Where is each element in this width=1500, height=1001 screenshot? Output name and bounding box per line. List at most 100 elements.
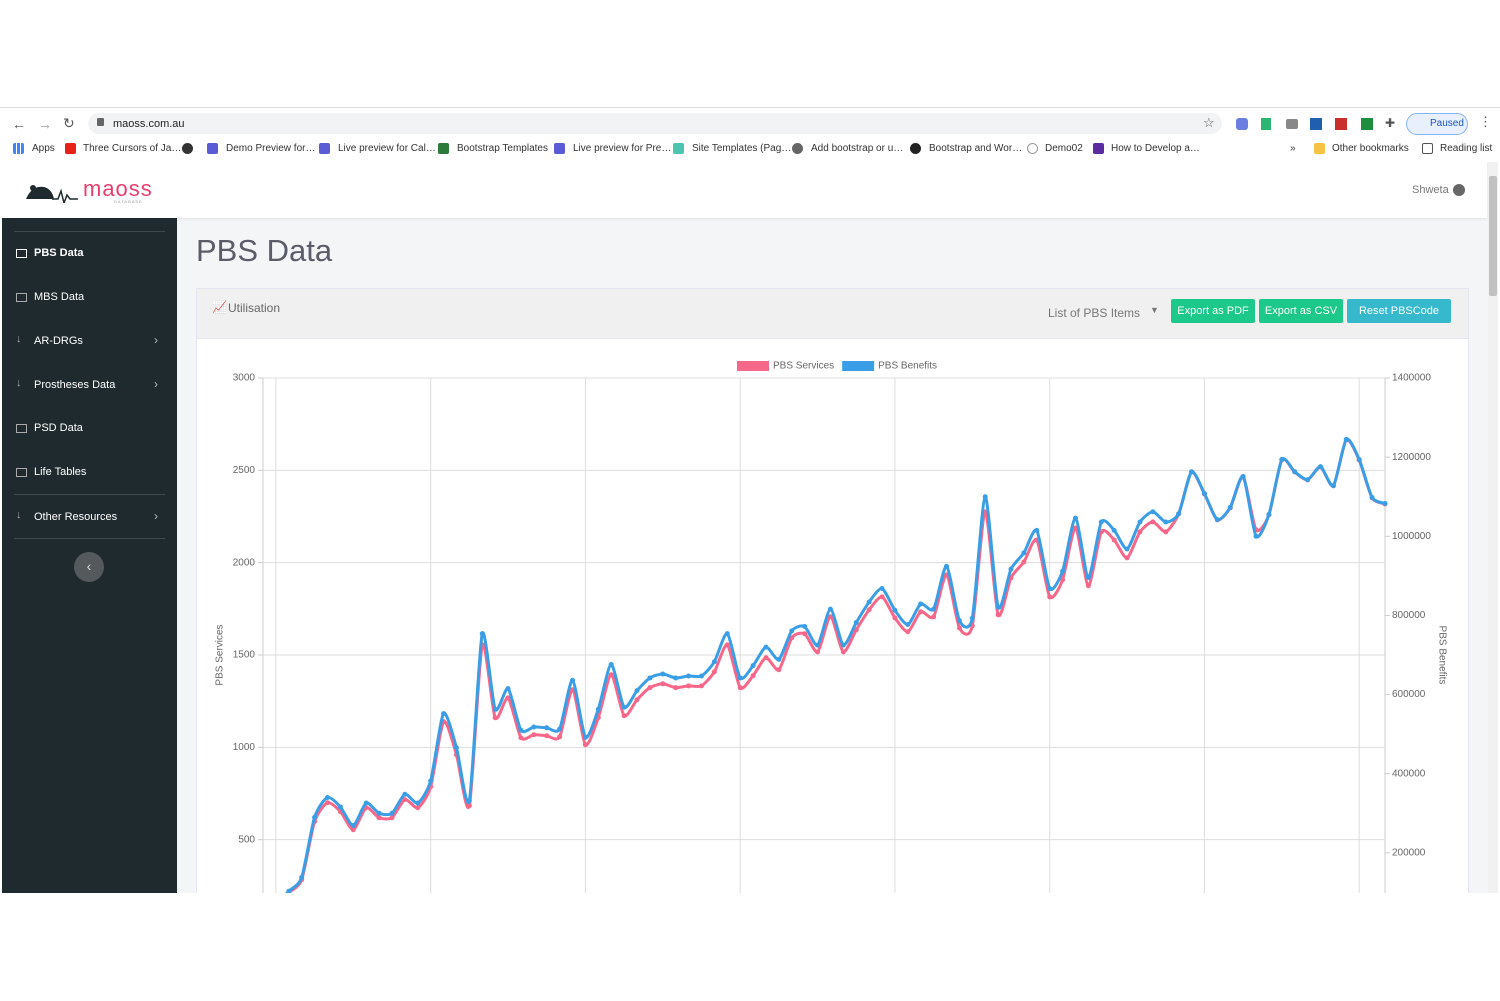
- bookmark[interactable]: Apps: [32, 143, 55, 154]
- other-bookmarks[interactable]: Other bookmarks: [1332, 143, 1409, 154]
- point: [621, 713, 627, 719]
- point: [608, 661, 614, 667]
- point: [1382, 500, 1388, 506]
- dropdown[interactable]: List of PBS Items: [1048, 306, 1141, 320]
- export-csv-button[interactable]: Export as CSV: [1259, 299, 1343, 323]
- point: [931, 614, 937, 620]
- point: [969, 615, 975, 621]
- extension[interactable]: [1310, 118, 1322, 130]
- nav-item[interactable]: Other Resources: [34, 511, 118, 523]
- point: [763, 655, 769, 661]
- nav-item[interactable]: MBS Data: [34, 291, 85, 303]
- url: maoss.com.au: [113, 118, 185, 130]
- y2-tick-label: 1400000: [1392, 373, 1431, 384]
- nav-item[interactable]: PSD Data: [34, 422, 83, 434]
- bookmark[interactable]: Live preview for Pre…: [573, 143, 672, 154]
- point: [815, 642, 821, 648]
- point: [956, 618, 962, 624]
- nav-item[interactable]: Life Tables: [34, 466, 87, 478]
- chevron: ›: [154, 377, 158, 391]
- bookmark[interactable]: Bootstrap Templates: [457, 143, 548, 154]
- point: [1124, 546, 1130, 552]
- point: [1060, 577, 1066, 583]
- chart-icon: 📈: [212, 300, 227, 314]
- bookmark[interactable]: How to Develop a…: [1111, 143, 1200, 154]
- separator: [14, 231, 165, 232]
- nav-item[interactable]: PBS Data: [34, 247, 84, 259]
- logo-icon: [26, 185, 78, 203]
- star-icon[interactable]: ☆: [1203, 115, 1215, 130]
- scrollbar[interactable]: [1488, 162, 1498, 893]
- point: [312, 814, 318, 820]
- reading-list-icon: [1422, 143, 1433, 154]
- point: [1137, 529, 1143, 535]
- extension[interactable]: [1286, 119, 1298, 129]
- reset-button[interactable]: Reset PBSCode: [1347, 299, 1451, 323]
- reload-button[interactable]: ↻: [63, 115, 75, 131]
- point: [324, 794, 330, 800]
- y-tick-label: 2000: [233, 557, 256, 568]
- point: [673, 685, 679, 691]
- point: [402, 791, 408, 797]
- card-title: Utilisation: [228, 301, 281, 315]
- extension[interactable]: [1236, 118, 1248, 130]
- folder-icon: [1314, 143, 1325, 154]
- point: [350, 827, 356, 833]
- browser-chrome: ← → ↻ maoss.com.au ☆ ✚ Paused ⋮ Apps Thr…: [0, 107, 1500, 163]
- menu-button[interactable]: ⋮: [1479, 114, 1492, 129]
- point: [466, 803, 472, 809]
- bookmark[interactable]: Demo Preview for…: [226, 143, 316, 154]
- bookmark[interactable]: Add bootstrap or u…: [811, 143, 904, 154]
- point: [1111, 537, 1117, 543]
- bookmark-icon: [319, 143, 330, 154]
- forward-button[interactable]: →: [38, 116, 52, 132]
- point: [750, 673, 756, 679]
- bookmark-icon: [792, 143, 803, 154]
- y-tick-label: 2500: [233, 465, 256, 476]
- bookmark[interactable]: Demo02: [1045, 143, 1083, 154]
- point: [956, 625, 962, 631]
- point: [686, 683, 692, 689]
- extensions-icon[interactable]: ✚: [1385, 116, 1396, 130]
- address-bar[interactable]: [88, 113, 1222, 134]
- point: [1330, 483, 1336, 489]
- point: [544, 733, 550, 739]
- profile-status: Paused: [1430, 118, 1464, 129]
- bookmark[interactable]: Bootstrap and Wor…: [929, 143, 1023, 154]
- user-name[interactable]: Shweta: [1412, 184, 1449, 196]
- bookmark[interactable]: Live preview for Cal…: [338, 143, 436, 154]
- user-icon[interactable]: [1453, 184, 1465, 196]
- bookmark[interactable]: Site Templates (Pag…: [692, 143, 792, 154]
- reading-list[interactable]: Reading list: [1440, 143, 1493, 154]
- collapse-button[interactable]: ‹: [74, 552, 104, 582]
- extension[interactable]: [1335, 118, 1347, 130]
- legend-swatch: [842, 361, 875, 371]
- point: [1163, 519, 1169, 525]
- y2-tick-label: 400000: [1392, 768, 1426, 779]
- point: [918, 601, 924, 607]
- bookmark[interactable]: Three Cursors of Ja…: [83, 143, 182, 154]
- point: [570, 677, 576, 683]
- point: [802, 631, 808, 637]
- back-button[interactable]: ←: [12, 116, 26, 132]
- point: [505, 695, 511, 701]
- extension[interactable]: [1261, 118, 1271, 130]
- point: [1047, 586, 1053, 592]
- scrollbar-thumb[interactable]: [1489, 176, 1497, 296]
- export-pdf-button[interactable]: Export as PDF: [1171, 299, 1255, 323]
- point: [737, 675, 743, 681]
- point: [931, 606, 937, 612]
- series-line: [285, 437, 1386, 893]
- extension[interactable]: [1361, 118, 1373, 130]
- point: [660, 681, 666, 687]
- logo-subtext: DATABASE: [114, 199, 143, 204]
- chevron: ›: [154, 333, 158, 347]
- nav-item[interactable]: Prostheses Data: [34, 379, 116, 391]
- bookmark-icon: [1093, 143, 1104, 154]
- nav-item[interactable]: AR-DRGs: [34, 335, 83, 347]
- apps-icon: [13, 143, 24, 154]
- profile-button[interactable]: [1406, 113, 1468, 135]
- more-bookmarks[interactable]: »: [1290, 143, 1296, 154]
- point: [1266, 512, 1272, 518]
